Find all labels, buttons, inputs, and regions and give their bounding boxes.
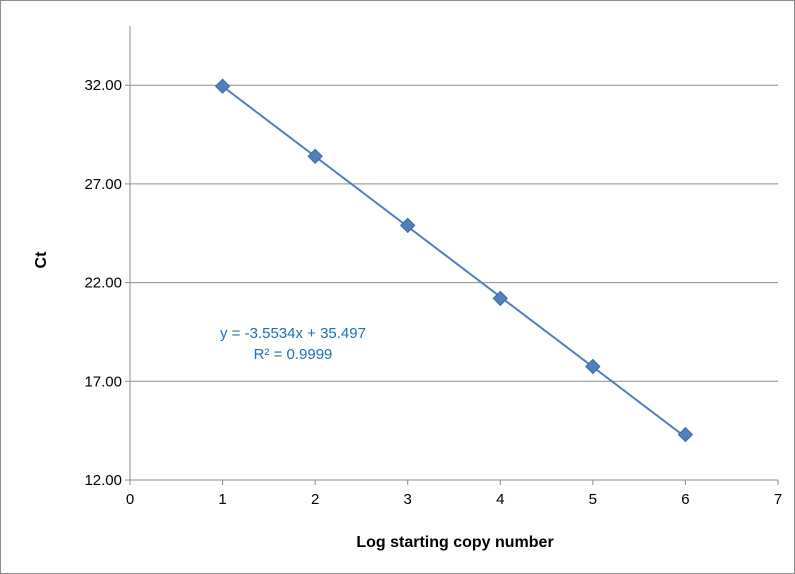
y-axis-ticks: 12.00 17.00 22.00 27.00 32.00 — [84, 77, 130, 489]
gridlines — [130, 84, 778, 382]
trendline-group — [221, 85, 687, 438]
data-point-6 — [677, 426, 694, 443]
x-axis-ticks: 0 1 2 3 4 5 6 7 — [126, 480, 782, 508]
x-tick-label-2: 2 — [311, 491, 319, 508]
axes — [129, 26, 778, 481]
x-tick-label-7: 7 — [774, 491, 782, 508]
y-axis-title: Ct — [33, 251, 50, 269]
data-point-3 — [400, 217, 416, 234]
y-tick-label-2: 22.00 — [84, 275, 122, 292]
data-point-4 — [492, 290, 508, 307]
x-tick-label-4: 4 — [496, 491, 504, 508]
trendline — [221, 85, 687, 438]
x-tick-label-0: 0 — [126, 491, 134, 508]
trendline-equation: y = -3.5534x + 35.497 — [220, 325, 366, 342]
y-tick-label-0: 12.00 — [84, 472, 122, 489]
data-point-5 — [585, 358, 601, 375]
y-tick-label-4: 32.00 — [84, 77, 122, 94]
data-point-2 — [307, 148, 323, 164]
x-tick-label-5: 5 — [589, 491, 597, 508]
data-point-1 — [214, 78, 231, 94]
x-tick-label-6: 6 — [681, 491, 689, 508]
y-tick-label-1: 17.00 — [84, 373, 122, 390]
x-tick-label-3: 3 — [404, 491, 412, 508]
data-points — [214, 78, 694, 443]
x-tick-label-1: 1 — [218, 491, 226, 508]
y-tick-label-3: 27.00 — [84, 176, 122, 193]
x-axis-title: Log starting copy number — [356, 534, 553, 551]
trendline-r-squared: R² = 0.9999 — [254, 346, 333, 363]
